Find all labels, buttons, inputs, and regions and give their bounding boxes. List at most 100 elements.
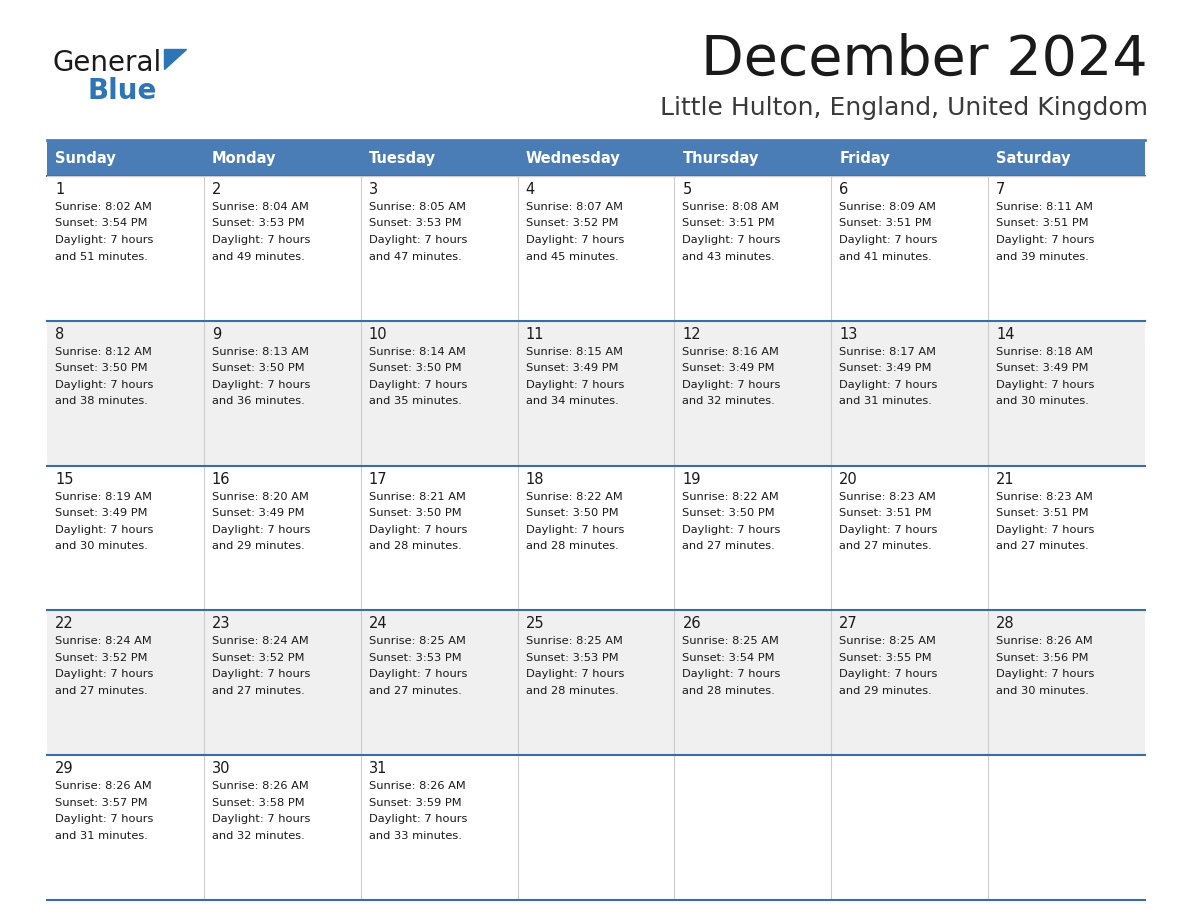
- Text: Sunset: 3:50 PM: Sunset: 3:50 PM: [682, 508, 775, 518]
- Polygon shape: [164, 49, 187, 69]
- Text: Sunset: 3:51 PM: Sunset: 3:51 PM: [997, 508, 1088, 518]
- Text: Daylight: 7 hours: Daylight: 7 hours: [839, 669, 937, 679]
- Text: Sunset: 3:51 PM: Sunset: 3:51 PM: [839, 508, 931, 518]
- Text: Sunset: 3:58 PM: Sunset: 3:58 PM: [211, 798, 304, 808]
- Text: and 28 minutes.: and 28 minutes.: [682, 686, 776, 696]
- Text: Daylight: 7 hours: Daylight: 7 hours: [368, 814, 467, 824]
- Text: 13: 13: [839, 327, 858, 341]
- Text: and 27 minutes.: and 27 minutes.: [839, 541, 933, 551]
- Text: Daylight: 7 hours: Daylight: 7 hours: [997, 669, 1094, 679]
- Text: Sunrise: 8:23 AM: Sunrise: 8:23 AM: [997, 492, 1093, 501]
- Text: Sunset: 3:49 PM: Sunset: 3:49 PM: [211, 508, 304, 518]
- Text: Sunrise: 8:22 AM: Sunrise: 8:22 AM: [525, 492, 623, 501]
- Text: and 45 minutes.: and 45 minutes.: [525, 252, 618, 262]
- Text: and 51 minutes.: and 51 minutes.: [55, 252, 147, 262]
- Bar: [48, 756, 1145, 900]
- Text: and 47 minutes.: and 47 minutes.: [368, 252, 461, 262]
- Text: 4: 4: [525, 182, 535, 197]
- Text: Sunset: 3:50 PM: Sunset: 3:50 PM: [55, 364, 147, 374]
- Text: 8: 8: [55, 327, 64, 341]
- Text: Sunset: 3:57 PM: Sunset: 3:57 PM: [55, 798, 147, 808]
- Text: Sunset: 3:52 PM: Sunset: 3:52 PM: [211, 653, 304, 663]
- Text: and 30 minutes.: and 30 minutes.: [55, 541, 147, 551]
- Text: Sunday: Sunday: [55, 151, 115, 165]
- Text: 2: 2: [211, 182, 221, 197]
- Text: Sunset: 3:49 PM: Sunset: 3:49 PM: [839, 364, 931, 374]
- Text: and 27 minutes.: and 27 minutes.: [997, 541, 1089, 551]
- Text: and 29 minutes.: and 29 minutes.: [211, 541, 304, 551]
- Text: Sunset: 3:51 PM: Sunset: 3:51 PM: [839, 218, 931, 229]
- Text: 14: 14: [997, 327, 1015, 341]
- Text: Daylight: 7 hours: Daylight: 7 hours: [55, 814, 153, 824]
- Text: Little Hulton, England, United Kingdom: Little Hulton, England, United Kingdom: [661, 96, 1148, 120]
- Text: Sunrise: 8:17 AM: Sunrise: 8:17 AM: [839, 347, 936, 357]
- Text: 16: 16: [211, 472, 230, 487]
- Text: and 28 minutes.: and 28 minutes.: [368, 541, 461, 551]
- Text: Sunrise: 8:25 AM: Sunrise: 8:25 AM: [525, 636, 623, 646]
- Text: Sunrise: 8:23 AM: Sunrise: 8:23 AM: [839, 492, 936, 501]
- Text: 15: 15: [55, 472, 74, 487]
- Text: Sunrise: 8:20 AM: Sunrise: 8:20 AM: [211, 492, 309, 501]
- Text: Monday: Monday: [211, 151, 277, 165]
- Text: Daylight: 7 hours: Daylight: 7 hours: [368, 669, 467, 679]
- Text: Sunrise: 8:25 AM: Sunrise: 8:25 AM: [368, 636, 466, 646]
- Text: 29: 29: [55, 761, 74, 777]
- Text: Daylight: 7 hours: Daylight: 7 hours: [211, 235, 310, 245]
- Text: Sunset: 3:54 PM: Sunset: 3:54 PM: [682, 653, 775, 663]
- Text: Thursday: Thursday: [682, 151, 759, 165]
- Text: Sunrise: 8:02 AM: Sunrise: 8:02 AM: [55, 202, 152, 212]
- Text: 24: 24: [368, 616, 387, 632]
- Text: Sunrise: 8:26 AM: Sunrise: 8:26 AM: [368, 781, 466, 791]
- Text: Daylight: 7 hours: Daylight: 7 hours: [525, 380, 624, 390]
- Text: 12: 12: [682, 327, 701, 341]
- Text: Daylight: 7 hours: Daylight: 7 hours: [682, 669, 781, 679]
- Bar: [48, 320, 1145, 465]
- Text: Daylight: 7 hours: Daylight: 7 hours: [997, 524, 1094, 534]
- Text: Daylight: 7 hours: Daylight: 7 hours: [368, 524, 467, 534]
- Text: 25: 25: [525, 616, 544, 632]
- Text: and 32 minutes.: and 32 minutes.: [682, 397, 776, 407]
- Text: Sunrise: 8:15 AM: Sunrise: 8:15 AM: [525, 347, 623, 357]
- Text: 28: 28: [997, 616, 1015, 632]
- Text: Sunset: 3:52 PM: Sunset: 3:52 PM: [55, 653, 147, 663]
- Text: 6: 6: [839, 182, 848, 197]
- Text: Sunrise: 8:26 AM: Sunrise: 8:26 AM: [55, 781, 152, 791]
- Text: 3: 3: [368, 182, 378, 197]
- Text: and 30 minutes.: and 30 minutes.: [997, 397, 1089, 407]
- Text: Sunrise: 8:22 AM: Sunrise: 8:22 AM: [682, 492, 779, 501]
- Text: Sunrise: 8:24 AM: Sunrise: 8:24 AM: [211, 636, 309, 646]
- Text: Daylight: 7 hours: Daylight: 7 hours: [55, 235, 153, 245]
- Text: and 27 minutes.: and 27 minutes.: [368, 686, 461, 696]
- Text: Sunrise: 8:04 AM: Sunrise: 8:04 AM: [211, 202, 309, 212]
- Text: Sunset: 3:53 PM: Sunset: 3:53 PM: [525, 653, 618, 663]
- Text: 21: 21: [997, 472, 1015, 487]
- Text: and 27 minutes.: and 27 minutes.: [211, 686, 304, 696]
- Text: Daylight: 7 hours: Daylight: 7 hours: [525, 524, 624, 534]
- Text: Sunset: 3:49 PM: Sunset: 3:49 PM: [525, 364, 618, 374]
- Text: 22: 22: [55, 616, 74, 632]
- Text: 27: 27: [839, 616, 858, 632]
- Text: Sunrise: 8:24 AM: Sunrise: 8:24 AM: [55, 636, 152, 646]
- Text: Daylight: 7 hours: Daylight: 7 hours: [525, 669, 624, 679]
- Text: Daylight: 7 hours: Daylight: 7 hours: [839, 235, 937, 245]
- Text: Sunrise: 8:26 AM: Sunrise: 8:26 AM: [211, 781, 309, 791]
- Text: Sunset: 3:55 PM: Sunset: 3:55 PM: [839, 653, 931, 663]
- Text: Sunrise: 8:12 AM: Sunrise: 8:12 AM: [55, 347, 152, 357]
- Text: Sunset: 3:50 PM: Sunset: 3:50 PM: [211, 364, 304, 374]
- Text: 10: 10: [368, 327, 387, 341]
- Text: and 30 minutes.: and 30 minutes.: [997, 686, 1089, 696]
- Text: Daylight: 7 hours: Daylight: 7 hours: [839, 380, 937, 390]
- Text: Sunset: 3:56 PM: Sunset: 3:56 PM: [997, 653, 1088, 663]
- Text: Daylight: 7 hours: Daylight: 7 hours: [839, 524, 937, 534]
- Text: Daylight: 7 hours: Daylight: 7 hours: [211, 524, 310, 534]
- Text: and 49 minutes.: and 49 minutes.: [211, 252, 304, 262]
- Text: Daylight: 7 hours: Daylight: 7 hours: [55, 524, 153, 534]
- Text: Sunset: 3:53 PM: Sunset: 3:53 PM: [368, 653, 461, 663]
- Text: Blue: Blue: [87, 77, 157, 105]
- Text: Sunset: 3:50 PM: Sunset: 3:50 PM: [525, 508, 618, 518]
- Text: and 34 minutes.: and 34 minutes.: [525, 397, 618, 407]
- Text: and 39 minutes.: and 39 minutes.: [997, 252, 1089, 262]
- Text: Sunrise: 8:16 AM: Sunrise: 8:16 AM: [682, 347, 779, 357]
- Text: Daylight: 7 hours: Daylight: 7 hours: [368, 235, 467, 245]
- Text: and 28 minutes.: and 28 minutes.: [525, 686, 618, 696]
